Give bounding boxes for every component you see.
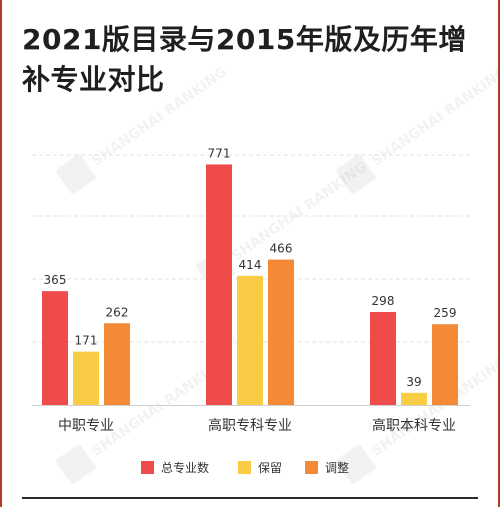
- legend-swatch: [141, 461, 154, 474]
- bar: [401, 392, 427, 405]
- data-label: 262: [106, 305, 129, 319]
- legend-label: 总专业数: [161, 460, 209, 475]
- legend-label: 保留: [258, 461, 282, 475]
- bar: [206, 164, 232, 405]
- bar: [237, 275, 263, 405]
- bar: [42, 291, 68, 405]
- bar: [432, 324, 458, 405]
- x-tick-label: 中职专业: [58, 418, 114, 434]
- bar: [73, 351, 99, 405]
- legend-swatch: [238, 461, 251, 474]
- bar: [268, 259, 294, 405]
- data-label: 259: [434, 306, 457, 320]
- watermark-logo-icon: SHANGHAI RANKING: [336, 64, 500, 194]
- right-frame-border: [498, 0, 500, 507]
- data-label: 771: [208, 146, 231, 160]
- data-label: 171: [75, 334, 98, 348]
- watermark-text: SHANGHAI RANKING: [369, 64, 500, 169]
- data-label: 414: [239, 258, 262, 272]
- legend-swatch: [305, 461, 318, 474]
- bar: [370, 312, 396, 405]
- left-frame-border: [0, 0, 2, 507]
- data-label: 39: [406, 375, 421, 389]
- chart-title: 2021版目录与2015年版及历年增补专业对比: [22, 23, 467, 96]
- data-label: 298: [372, 294, 395, 308]
- bottom-rule: [22, 497, 478, 499]
- data-label: 365: [44, 273, 67, 287]
- watermark-logo-icon: SHANGHAI RANKING: [336, 354, 500, 484]
- x-tick-label: 高职专科专业: [208, 417, 292, 434]
- data-label: 466: [270, 242, 293, 256]
- x-tick-label: 高职本科专业: [372, 417, 456, 434]
- bar: [104, 323, 130, 405]
- legend-label: 调整: [325, 460, 349, 475]
